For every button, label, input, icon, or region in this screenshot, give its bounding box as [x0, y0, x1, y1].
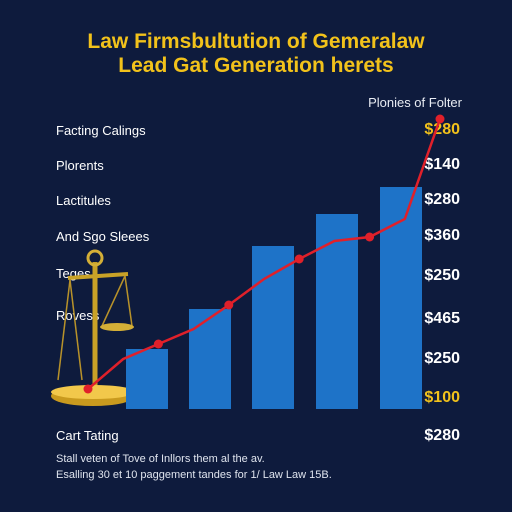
- legend-label: Plonies of Folter: [368, 95, 462, 110]
- value-label: $100: [424, 389, 460, 406]
- value-label: $140: [424, 156, 460, 173]
- left-label: Plorents: [56, 158, 104, 173]
- scales-of-justice-icon: [51, 249, 135, 406]
- bar: [380, 187, 422, 409]
- left-label: And Sgo Sleees: [56, 229, 150, 244]
- line-point: [83, 384, 93, 394]
- footnote-line: Esalling 30 et 10 paggement tandes for 1…: [56, 469, 332, 481]
- value-label: $465: [424, 310, 460, 327]
- bar: [252, 246, 294, 409]
- bar: [189, 309, 231, 409]
- bar: [126, 349, 168, 409]
- chart-title: Law Firmsbultution of Gemeralaw: [87, 30, 425, 53]
- value-label: $250: [424, 267, 460, 284]
- value-label: $360: [424, 227, 460, 244]
- value-label: $250: [424, 350, 460, 367]
- left-label: Lactitules: [56, 193, 111, 208]
- left-label: Cart Tating: [56, 428, 119, 443]
- bar: [316, 214, 358, 409]
- line-point: [224, 300, 234, 310]
- value-label: $280: [424, 191, 460, 208]
- value-label: $280: [424, 427, 460, 444]
- value-label: $280: [424, 121, 460, 138]
- line-point: [435, 114, 445, 124]
- line-point: [365, 232, 375, 242]
- trend-line: [87, 118, 442, 390]
- chart-subtitle: Lead Gat Generation herets: [118, 54, 394, 77]
- line-point: [294, 254, 304, 264]
- left-label: Facting Calings: [56, 123, 146, 138]
- line-point: [153, 339, 163, 349]
- footnote-line: Stall veten of Tove of Inllors them al t…: [56, 453, 265, 465]
